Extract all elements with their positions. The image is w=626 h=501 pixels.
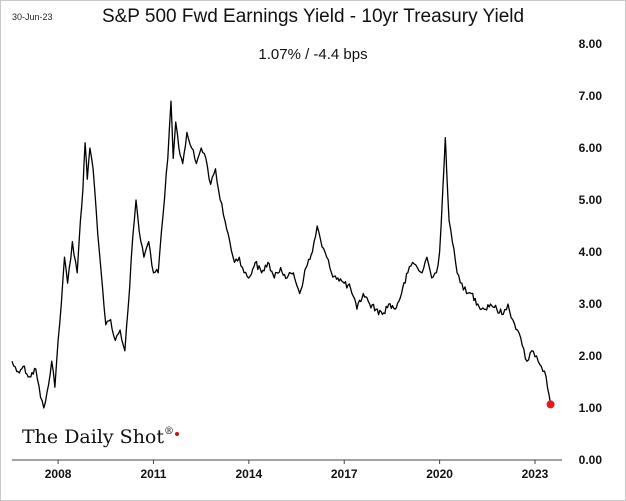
last-value-marker bbox=[546, 400, 555, 409]
y-tick-label: 1.00 bbox=[579, 401, 603, 415]
y-tick-label: 8.00 bbox=[579, 37, 603, 51]
y-tick-label: 6.00 bbox=[579, 141, 603, 155]
brand-mark: ® bbox=[164, 426, 175, 437]
y-tick-label: 3.00 bbox=[579, 297, 603, 311]
chart-axes: 2008 2011 2014 2017 2020 2023 0.00 1.00 2.00 3.00… bbox=[12, 37, 602, 481]
chart-subtitle: 1.07% / -4.4 bps bbox=[258, 46, 368, 63]
chart-title: S&P 500 Fwd Earnings Yield - 10yr Treasu… bbox=[101, 6, 525, 27]
x-tick-label: 2023 bbox=[522, 467, 549, 481]
brand-dot-icon bbox=[175, 432, 180, 436]
brand-name: The Daily Shot bbox=[22, 426, 165, 448]
x-tick-label: 2008 bbox=[45, 467, 72, 481]
y-tick-label: 4.00 bbox=[579, 245, 603, 259]
x-tick-label: 2014 bbox=[235, 467, 262, 481]
y-tick-label: 0.00 bbox=[579, 453, 603, 467]
x-tick-label: 2011 bbox=[140, 467, 166, 481]
y-tick-label: 2.00 bbox=[579, 349, 603, 363]
series-layer bbox=[11, 100, 555, 409]
x-tick-label: 2020 bbox=[426, 467, 453, 481]
date-label: 30-Jun-23 bbox=[12, 12, 53, 22]
y-tick-label: 5.00 bbox=[579, 193, 603, 207]
y-tick-label: 7.00 bbox=[579, 89, 603, 103]
brand-logo: The Daily Shot® bbox=[22, 426, 180, 448]
x-tick-label: 2017 bbox=[331, 467, 358, 481]
series-line bbox=[11, 100, 552, 409]
